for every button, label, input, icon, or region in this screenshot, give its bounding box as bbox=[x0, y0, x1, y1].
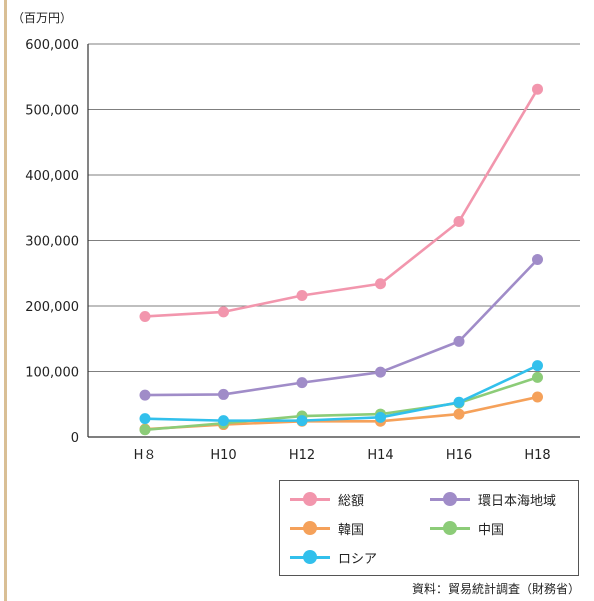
data-point bbox=[532, 360, 543, 372]
data-point bbox=[139, 389, 151, 401]
data-point bbox=[375, 411, 386, 423]
data-point bbox=[532, 391, 543, 403]
data-point bbox=[532, 83, 543, 95]
legend-swatch-korea bbox=[290, 521, 330, 535]
legend-item-korea: 韓国 bbox=[290, 518, 364, 538]
y-tick-label: 500,000 bbox=[25, 104, 79, 119]
y-tick-label: 100,000 bbox=[25, 366, 79, 381]
legend-swatch-russia bbox=[290, 550, 330, 564]
series-group bbox=[139, 83, 543, 436]
data-point bbox=[453, 216, 465, 228]
x-tick-label: H12 bbox=[289, 448, 315, 463]
data-point bbox=[375, 366, 386, 378]
legend-item-china: 中国 bbox=[430, 518, 504, 538]
y-tick-label: 300,000 bbox=[25, 235, 79, 250]
series-2 bbox=[139, 391, 543, 435]
data-point bbox=[453, 335, 465, 347]
series-line bbox=[144, 376, 538, 432]
data-point bbox=[532, 253, 543, 265]
x-tick-label: H18 bbox=[524, 448, 550, 463]
legend-swatch-japan-sea-region bbox=[430, 492, 470, 506]
data-point bbox=[375, 278, 386, 290]
legend-label-korea: 韓国 bbox=[338, 522, 365, 538]
legend-label-china: 中国 bbox=[478, 522, 505, 538]
legend-item-japan-sea-region: 環日本海地域 bbox=[430, 489, 556, 509]
series-4 bbox=[139, 360, 543, 427]
x-tick-label: H８ bbox=[134, 448, 157, 463]
series-line bbox=[144, 258, 539, 397]
data-point bbox=[218, 388, 229, 400]
data-point bbox=[296, 377, 308, 389]
legend-label-russia: ロシア bbox=[338, 551, 378, 567]
data-point bbox=[218, 306, 229, 318]
series-0 bbox=[139, 83, 543, 322]
x-tick-label: H10 bbox=[210, 448, 236, 463]
series-line bbox=[144, 364, 539, 422]
data-point bbox=[296, 415, 308, 427]
series-1 bbox=[139, 253, 543, 401]
legend-swatch-china bbox=[430, 521, 470, 535]
data-point bbox=[453, 396, 465, 408]
y-tick-label: 200,000 bbox=[25, 300, 79, 315]
source-note: 資料：貿易統計調査（財務省） bbox=[411, 582, 580, 596]
legend-item-total: 総額 bbox=[290, 489, 364, 509]
data-point bbox=[139, 413, 151, 425]
data-point bbox=[218, 415, 229, 427]
data-point bbox=[453, 408, 465, 420]
data-point bbox=[139, 310, 151, 322]
x-tick-labels: H８ H10 H12 H14 H16 H18 bbox=[134, 448, 551, 463]
legend-item-russia: ロシア bbox=[290, 547, 377, 567]
series-line bbox=[144, 88, 539, 318]
legend-label-total: 総額 bbox=[338, 493, 365, 509]
legend-swatch-total bbox=[290, 492, 330, 506]
y-tick-label: 400,000 bbox=[25, 169, 79, 184]
legend: 総額 環日本海地域 韓国 中国 ロシア bbox=[279, 480, 579, 576]
data-point bbox=[532, 371, 543, 383]
data-point bbox=[296, 290, 308, 302]
data-point bbox=[139, 424, 151, 436]
x-tick-label: H14 bbox=[367, 448, 393, 463]
y-unit-label: （百万円） bbox=[12, 11, 72, 25]
y-tick-label: 0 bbox=[71, 431, 79, 446]
gridlines bbox=[87, 43, 580, 438]
series-3 bbox=[139, 371, 543, 436]
left-accent-rule bbox=[4, 0, 7, 601]
y-tick-labels: 0 100,000 200,000 300,000 400,000 500,000 600,… bbox=[25, 38, 79, 446]
legend-label-japan-sea-region: 環日本海地域 bbox=[478, 493, 557, 509]
x-tick-label: H16 bbox=[446, 448, 472, 463]
y-tick-label: 600,000 bbox=[25, 38, 79, 53]
